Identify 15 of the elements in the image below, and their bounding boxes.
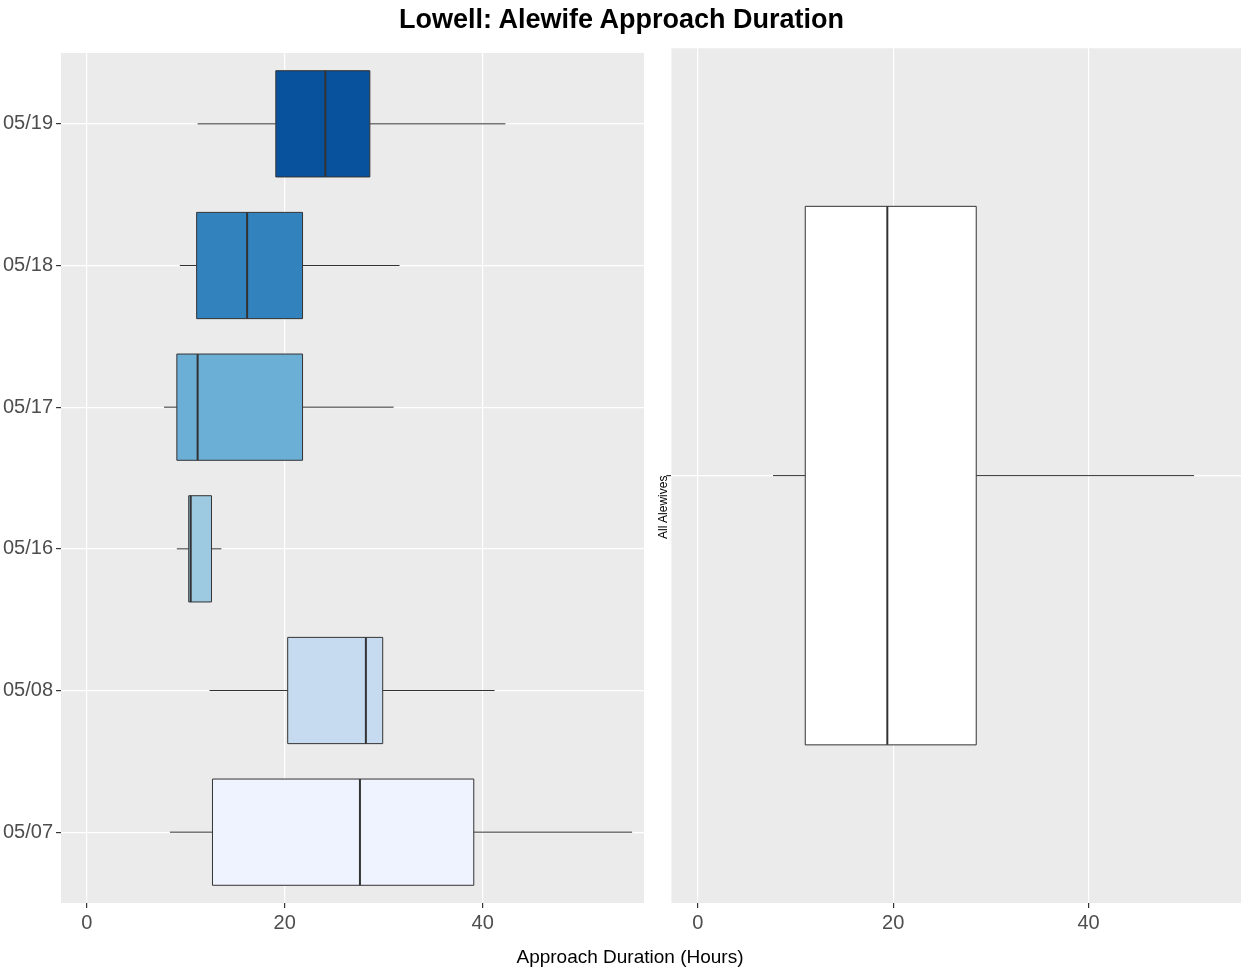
x-tick-label: 20 [273, 910, 296, 933]
x-tick-label: 0 [81, 910, 93, 933]
y-tick-label: 05/17 [2, 394, 54, 417]
x-tick-label: 20 [882, 910, 905, 933]
y-tick-label: 05/19 [2, 111, 54, 134]
y-tick-label: 05/18 [2, 253, 54, 276]
y-tick-label: 05/07 [2, 819, 54, 842]
x-tick-label: 40 [1077, 910, 1100, 933]
y-tick-label: All Alewives [655, 475, 670, 539]
x-axis-title: Approach Duration (Hours) [515, 946, 745, 968]
y-tick-label: 05/08 [2, 678, 54, 701]
y-tick-label: 05/16 [2, 536, 54, 559]
chart-title: Lowell: Alewife Approach Duration [398, 4, 845, 35]
x-tick-label: 40 [471, 910, 494, 933]
x-tick-label: 0 [692, 910, 704, 933]
